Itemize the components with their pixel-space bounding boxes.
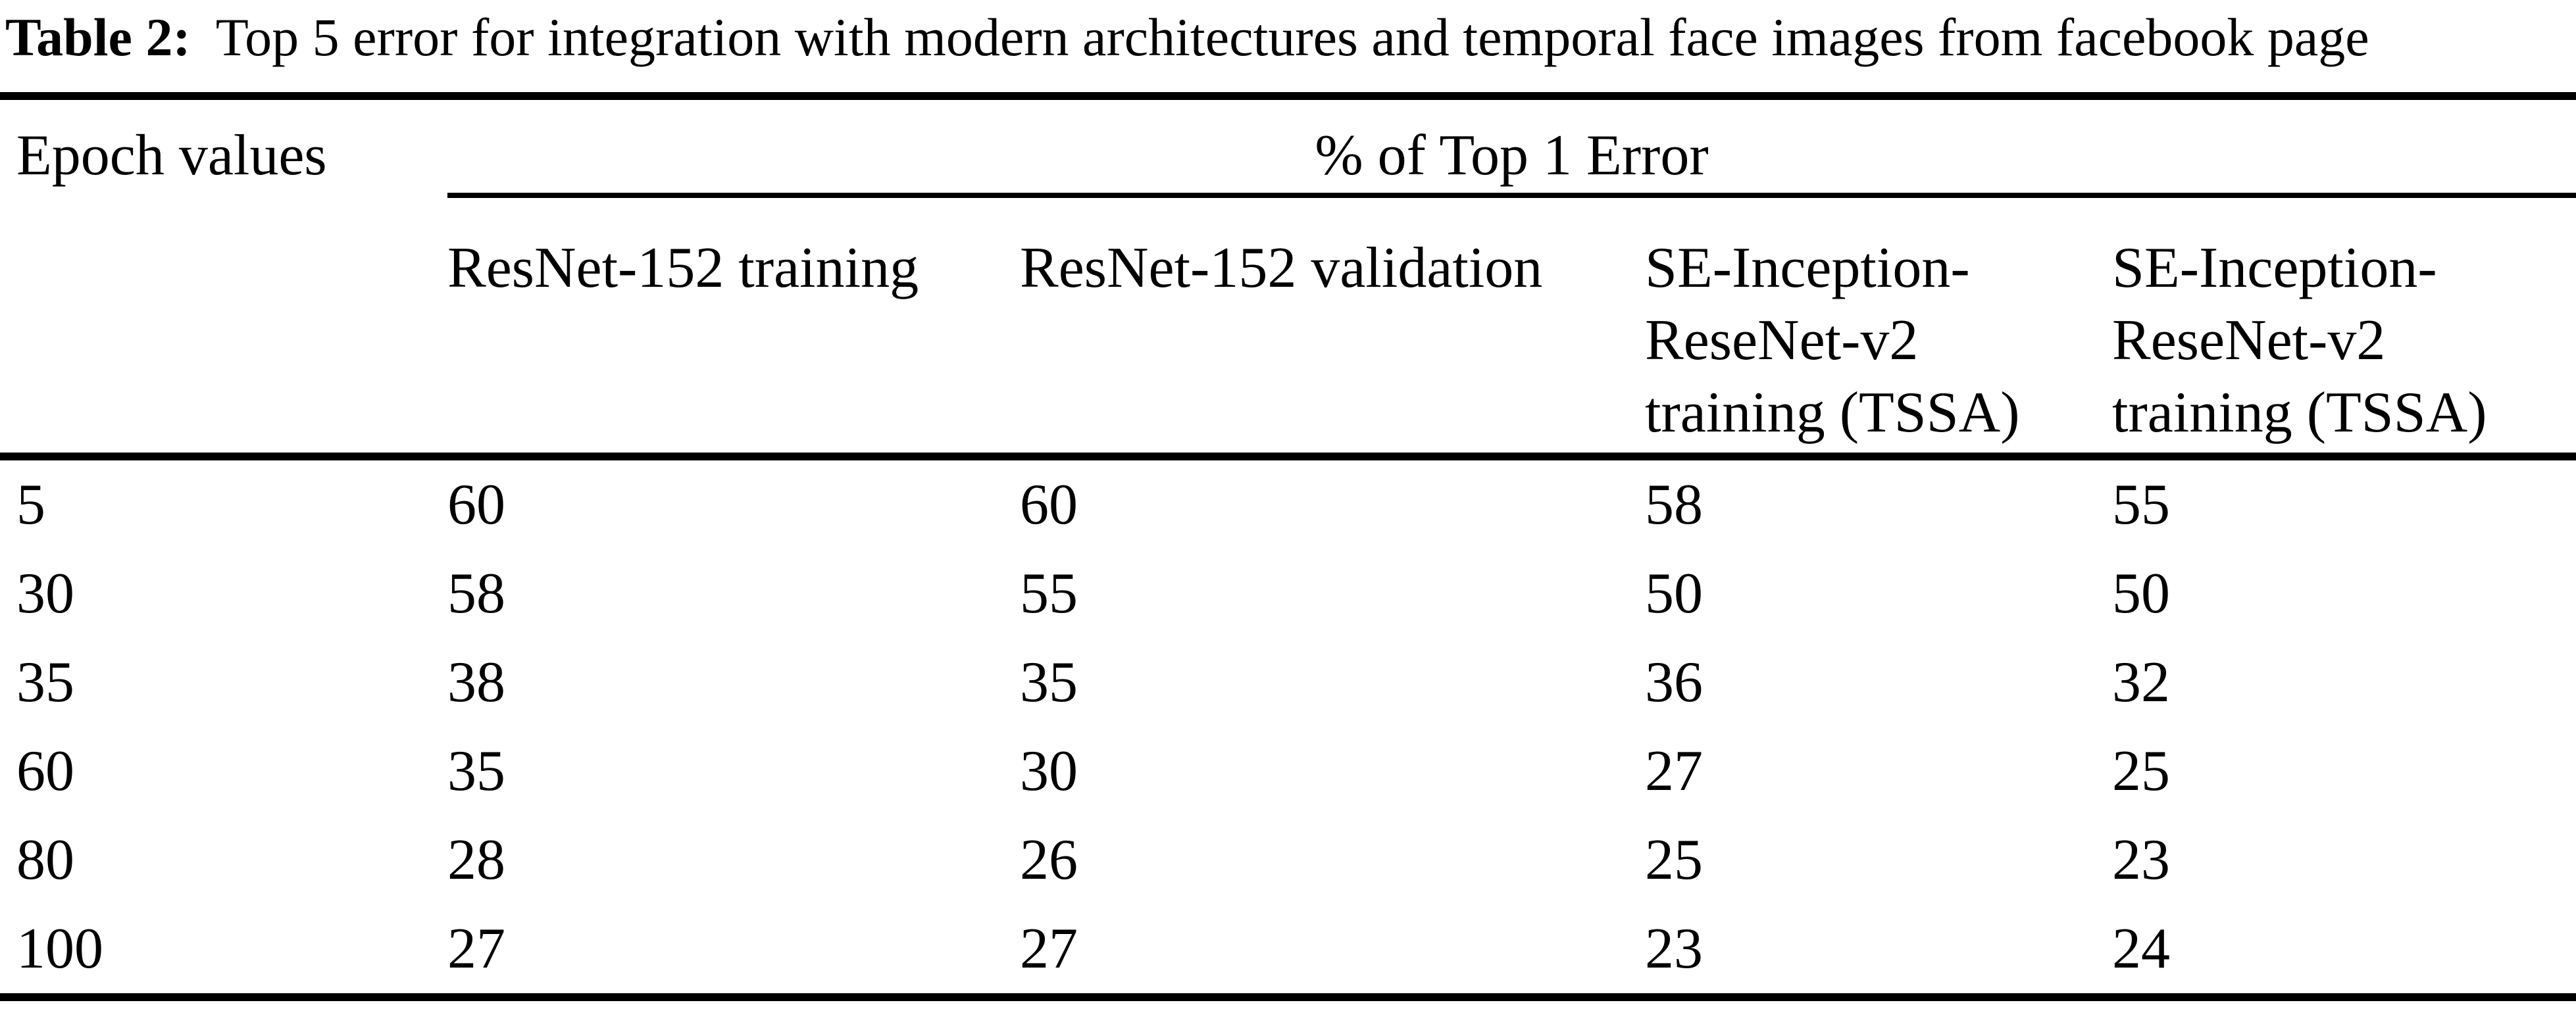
value-cell: 25	[2112, 739, 2170, 803]
column-header-line: ResNet-152 training	[447, 236, 919, 300]
value-cell: 25	[1645, 828, 1703, 892]
value-cell: 55	[2112, 473, 2170, 537]
value-cell: 27	[1020, 917, 1078, 981]
table-row: 30 58 55 50 50	[0, 549, 2576, 638]
column-header-line: SE-Inception-	[1645, 236, 1970, 300]
column-header-resnet152-training: ResNet-152 training	[447, 198, 1020, 453]
spanner-group: % of Top 1 Error	[447, 100, 2576, 198]
column-header-line: ReseNet-v2	[1645, 308, 1919, 372]
stub-spacer	[16, 198, 447, 453]
value-cell: 58	[447, 562, 505, 626]
column-header-line: ResNet-152 validation	[1020, 236, 1543, 300]
epoch-cell: 60	[16, 739, 74, 803]
column-header-line: SE-Inception-	[2112, 236, 2437, 300]
value-cell: 23	[2112, 828, 2170, 892]
column-header-se-inception-2: SE-Inception- ReseNet-v2 training (TSSA)	[2112, 198, 2576, 453]
value-cell: 60	[447, 473, 505, 537]
header-band-2: ResNet-152 training ResNet-152 validatio…	[0, 198, 2576, 453]
column-header-line: ReseNet-v2	[2112, 308, 2386, 372]
table-caption: Table 2: Top 5 error for integration with…	[0, 0, 2576, 92]
value-cell: 50	[2112, 562, 2170, 626]
value-cell: 26	[1020, 828, 1078, 892]
spanner-label: % of Top 1 Error	[1315, 124, 1709, 187]
caption-label: Table 2:	[5, 7, 191, 67]
table-row: 100 27 27 23 24	[0, 904, 2576, 993]
table-row: 5 60 60 58 55	[0, 460, 2576, 549]
epoch-cell: 35	[16, 651, 74, 714]
epoch-cell: 30	[16, 562, 74, 626]
table-body: 5 60 60 58 55 30 58 55 50 50 35 38 35 36…	[0, 460, 2576, 993]
value-cell: 58	[1645, 473, 1703, 537]
header-band-1: Epoch values % of Top 1 Error	[0, 100, 2576, 198]
top-rule	[0, 92, 2576, 100]
value-cell: 38	[447, 651, 505, 714]
value-cell: 60	[1020, 473, 1078, 537]
value-cell: 24	[2112, 917, 2170, 981]
epoch-cell: 5	[16, 473, 45, 537]
bottom-rule	[0, 993, 2576, 1001]
value-cell: 23	[1645, 917, 1703, 981]
table-row: 60 35 30 27 25	[0, 727, 2576, 816]
value-cell: 32	[2112, 651, 2170, 714]
table-row: 80 28 26 25 23	[0, 816, 2576, 904]
value-cell: 35	[447, 739, 505, 803]
value-cell: 55	[1020, 562, 1078, 626]
epoch-cell: 80	[16, 828, 74, 892]
table-row: 35 38 35 36 32	[0, 638, 2576, 727]
column-header-resnet152-validation: ResNet-152 validation	[1020, 198, 1645, 453]
column-header-se-inception-1: SE-Inception- ReseNet-v2 training (TSSA)	[1645, 198, 2112, 453]
value-cell: 30	[1020, 739, 1078, 803]
value-cell: 27	[447, 917, 505, 981]
column-header-line: training (TSSA)	[1645, 381, 2020, 445]
caption-text: Top 5 error for integration with modern …	[215, 7, 2369, 67]
mid-rule	[0, 453, 2576, 460]
stub-header: Epoch values	[16, 124, 327, 187]
value-cell: 36	[1645, 651, 1703, 714]
value-cell: 50	[1645, 562, 1703, 626]
spanner-rule	[447, 193, 2576, 198]
epoch-cell: 100	[16, 917, 103, 981]
column-header-line: training (TSSA)	[2112, 381, 2487, 445]
value-cell: 35	[1020, 651, 1078, 714]
value-cell: 27	[1645, 739, 1703, 803]
value-cell: 28	[447, 828, 505, 892]
